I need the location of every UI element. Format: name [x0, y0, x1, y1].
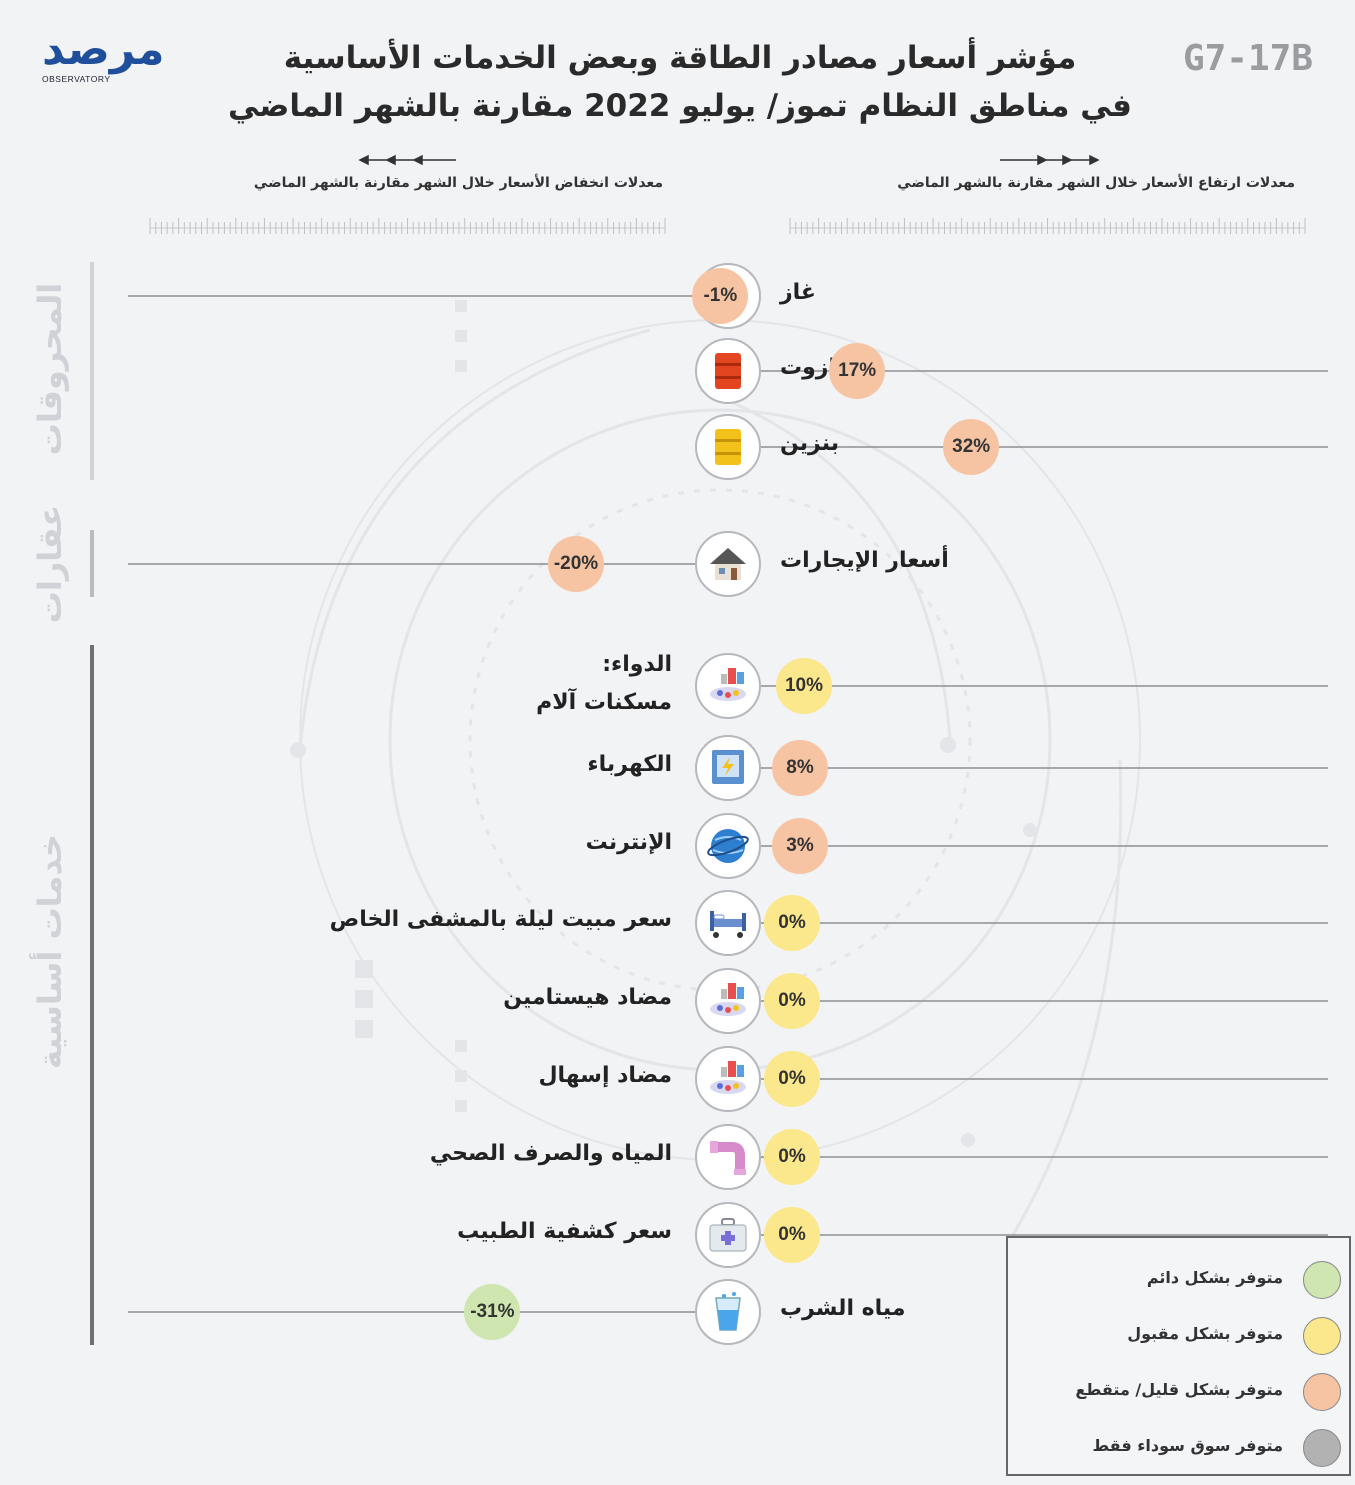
item-label: مياه الشرب: [780, 1296, 906, 1321]
item-label: الإنترنت: [585, 830, 672, 855]
title-line-2: في مناطق النظام تموز/ يوليو 2022 مقارنة …: [228, 88, 1132, 124]
pipe-icon: [695, 1124, 761, 1190]
value-bubble: 32%: [943, 419, 1000, 475]
legend-item: متوفر بشكل قليل/ متقطع: [1008, 1368, 1353, 1418]
item-label: أسعار الإيجارات: [780, 548, 949, 573]
value-bubble: 0%: [764, 973, 820, 1029]
legend-item: متوفر بشكل دائم: [1008, 1256, 1353, 1306]
legend-swatch: [1303, 1373, 1341, 1411]
title-line-1: مؤشر أسعار مصادر الطاقة وبعض الخدمات الأ…: [283, 40, 1077, 76]
globe-icon: [695, 813, 761, 879]
infographic-code: G7-17B: [1182, 38, 1313, 79]
category-realestate: عقارات: [31, 504, 69, 624]
value-bubble: -20%: [548, 536, 604, 592]
first-aid-icon: [695, 1202, 761, 1268]
item-label: سعر مبيت ليلة بالمشفى الخاص: [329, 907, 672, 932]
legend-label: متوفر بشكل مقبول: [1127, 1324, 1283, 1343]
medicine-icon: [695, 1046, 761, 1112]
item-label-secondary: مسكنات آلام: [536, 690, 672, 715]
decrease-axis-label: معدلات انخفاض الأسعار خلال الشهر مقارنة …: [253, 175, 663, 191]
medicine-icon: [695, 653, 761, 719]
brand-logo: مرصد OBSERVATORY: [40, 24, 165, 90]
value-bubble: -1%: [692, 268, 749, 324]
value-bubble: 0%: [764, 1207, 820, 1263]
item-label: الكهرباء: [587, 752, 672, 777]
item-label: بنزين: [780, 431, 839, 456]
category-services: خدمات أساسية: [31, 834, 69, 1070]
value-bubble: 8%: [772, 740, 828, 796]
legend: متوفر بشكل دائم متوفر بشكل مقبول متوفر ب…: [1006, 1236, 1351, 1476]
item-label: غاز: [780, 280, 816, 305]
item-label: سعر كشفية الطبيب: [457, 1219, 672, 1244]
hospital-bed-icon: [695, 890, 761, 956]
electric-box-icon: [695, 735, 761, 801]
legend-label: متوفر بشكل قليل/ متقطع: [1075, 1380, 1283, 1399]
house-icon: [695, 531, 761, 597]
logo-wordmark: مرصد: [42, 24, 165, 75]
increase-axis-label: معدلات ارتفاع الأسعار خلال الشهر مقارنة …: [897, 175, 1295, 191]
category-fuels: المحروقات: [31, 282, 69, 456]
legend-label: متوفر سوق سوداء فقط: [1092, 1436, 1283, 1455]
legend-item: متوفر بشكل مقبول: [1008, 1312, 1353, 1362]
legend-swatch: [1303, 1429, 1341, 1467]
legend-swatch: [1303, 1317, 1341, 1355]
legend-swatch: [1303, 1261, 1341, 1299]
logo-subtitle: OBSERVATORY: [42, 74, 111, 84]
item-label: مضاد إسهال: [538, 1063, 672, 1088]
item-label: مضاد هيستامين: [503, 985, 672, 1010]
value-bubble: 17%: [829, 343, 886, 399]
red-barrel-icon: [695, 338, 761, 404]
value-bubble: 0%: [764, 1051, 820, 1107]
legend-label: متوفر بشكل دائم: [1146, 1268, 1283, 1287]
value-bubble: -31%: [464, 1284, 521, 1340]
value-bubble: 0%: [764, 1129, 820, 1185]
medicine-icon: [695, 968, 761, 1034]
water-glass-icon: [695, 1279, 761, 1345]
item-label: المياه والصرف الصحي: [429, 1141, 672, 1166]
value-bubble: 3%: [772, 818, 828, 874]
value-bubble: 0%: [764, 895, 820, 951]
yellow-barrel-icon: [695, 414, 761, 480]
item-label: الدواء:: [602, 652, 672, 677]
legend-item: متوفر سوق سوداء فقط: [1008, 1424, 1353, 1474]
value-bubble: 10%: [776, 658, 832, 714]
